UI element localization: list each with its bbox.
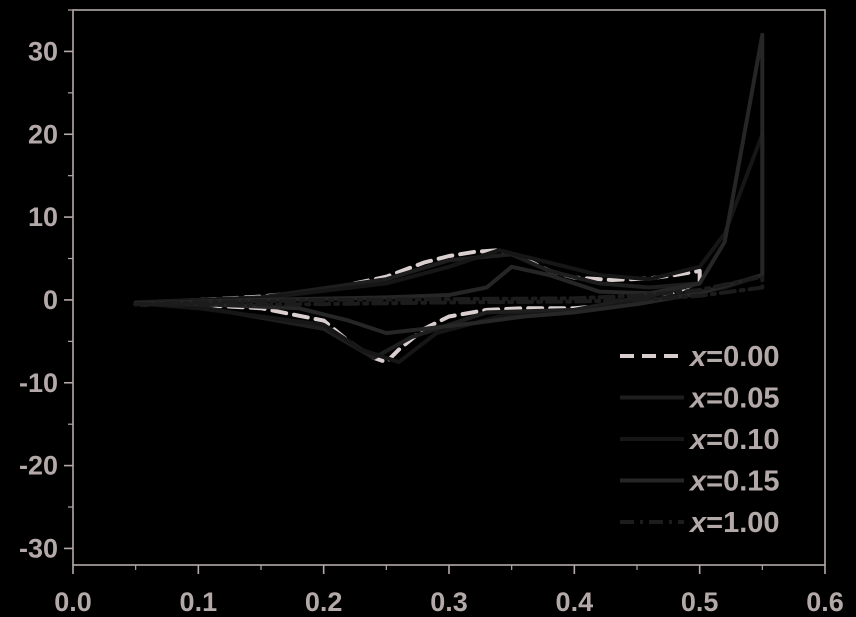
x-tick-label: 0.5: [681, 587, 719, 617]
y-tick-label: -10: [19, 368, 58, 398]
x-tick-label: 0.3: [430, 587, 468, 617]
x-tick-label: 0.4: [556, 587, 594, 617]
x-tick-label: 0.2: [305, 587, 343, 617]
y-tick-label: 10: [28, 202, 58, 232]
x-tick-label: 0.1: [180, 587, 218, 617]
legend-label-3: x=0.15: [688, 466, 780, 498]
axis-layer: 0.0 0.1 0.2 0.3 0.4 0.5 0.6 30 20 10 0 -10 -20 -30: [19, 9, 844, 617]
series-line-3: [133, 32, 765, 336]
series-layer: [133, 32, 765, 365]
x-tick-label: 0.0: [54, 587, 92, 617]
y-tick-label: 30: [28, 36, 58, 66]
y-tick-label: -20: [19, 451, 58, 481]
legend-label-2: x=0.10: [688, 424, 780, 456]
legend-label-4: x=1.00: [688, 507, 780, 539]
legend-label-1: x=0.05: [688, 383, 780, 415]
y-tick-label: 0: [43, 285, 58, 315]
legend-label-0: x=0.00: [688, 341, 780, 373]
x-tick-label: 0.6: [806, 587, 844, 617]
legend: x=0.00 x=0.05 x=0.10 x=0.15 x=1.00: [620, 341, 780, 539]
y-tick-label: 20: [28, 119, 58, 149]
y-tick-label: -30: [19, 533, 58, 563]
series-line-4: [133, 274, 765, 307]
